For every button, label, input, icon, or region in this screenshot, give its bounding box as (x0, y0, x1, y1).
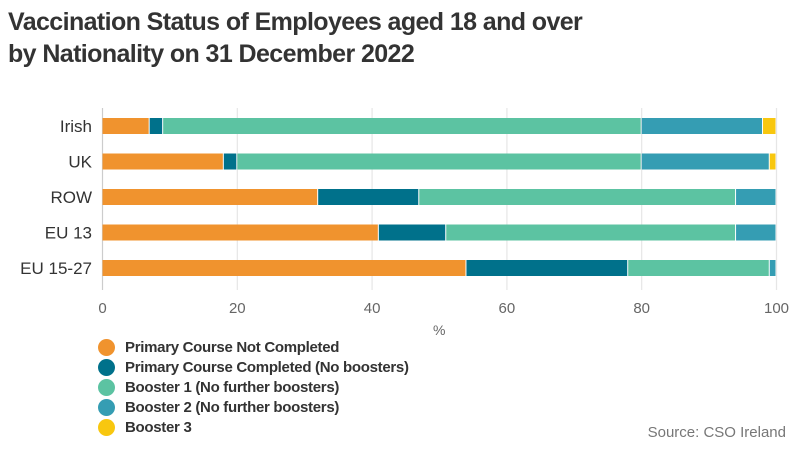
legend-item[interactable]: Primary Course Completed (No boosters) (98, 358, 409, 378)
bar-segment (628, 260, 769, 276)
bar-segment (763, 118, 776, 134)
legend-item[interactable]: Booster 2 (No further boosters) (98, 397, 409, 417)
bar-segment (102, 224, 378, 241)
legend-swatch (98, 418, 115, 436)
category-label: ROW (50, 188, 92, 207)
bar-segment (769, 260, 776, 276)
chart-title-line-2: by Nationality on 31 December 2022 (8, 40, 415, 68)
legend-item[interactable]: Booster 3 (98, 417, 409, 437)
source-note: Source: CSO Ireland (647, 424, 786, 441)
bar-segment (318, 189, 419, 205)
legend-label: Booster 2 (No further boosters) (125, 398, 340, 416)
legend-label: Primary Course Not Completed (125, 339, 340, 357)
legend: Primary Course Not Completed Primary Cour… (98, 338, 409, 437)
bar-segment (149, 118, 163, 134)
bar-segment (102, 118, 149, 134)
chart-title: Vaccination Status of Employees aged 18 … (8, 6, 583, 70)
legend-swatch (98, 398, 115, 416)
bar-segment (446, 224, 736, 241)
legend-swatch (98, 378, 115, 396)
bar-segment (378, 224, 446, 241)
bar-segment (419, 189, 736, 205)
legend-swatch (98, 359, 115, 377)
legend-swatch (98, 339, 115, 357)
bar-segment (466, 260, 628, 276)
category-label: EU 15-27 (20, 259, 92, 278)
category-label: Irish (60, 117, 92, 136)
bar-segment (641, 118, 763, 134)
x-tick-label: 20 (229, 300, 246, 317)
bar-segment (102, 153, 223, 170)
bar-segment (102, 260, 466, 276)
x-tick-label: 100 (764, 300, 789, 317)
x-axis-label: % (433, 322, 446, 338)
bar-segment (237, 153, 641, 170)
x-tick-label: 60 (499, 300, 516, 317)
legend-label: Primary Course Completed (No boosters) (125, 359, 409, 377)
x-tick-label: 80 (633, 300, 650, 317)
bar-segment (736, 224, 776, 241)
bar-segment (736, 189, 776, 205)
bar-segment (163, 118, 641, 134)
bar-segment (102, 189, 318, 205)
legend-item[interactable]: Primary Course Not Completed (98, 338, 409, 358)
category-label: UK (68, 153, 92, 172)
x-tick-label: 0 (98, 300, 106, 317)
bar-segment (769, 153, 776, 170)
bar-segment (223, 153, 237, 170)
legend-label: Booster 3 (125, 418, 192, 436)
category-label: EU 13 (45, 224, 92, 243)
bar-segment (641, 153, 769, 170)
chart-title-line-1: Vaccination Status of Employees aged 18 … (8, 8, 583, 36)
x-tick-label: 40 (364, 300, 381, 317)
legend-item[interactable]: Booster 1 (No further boosters) (98, 378, 409, 398)
legend-label: Booster 1 (No further boosters) (125, 378, 340, 396)
